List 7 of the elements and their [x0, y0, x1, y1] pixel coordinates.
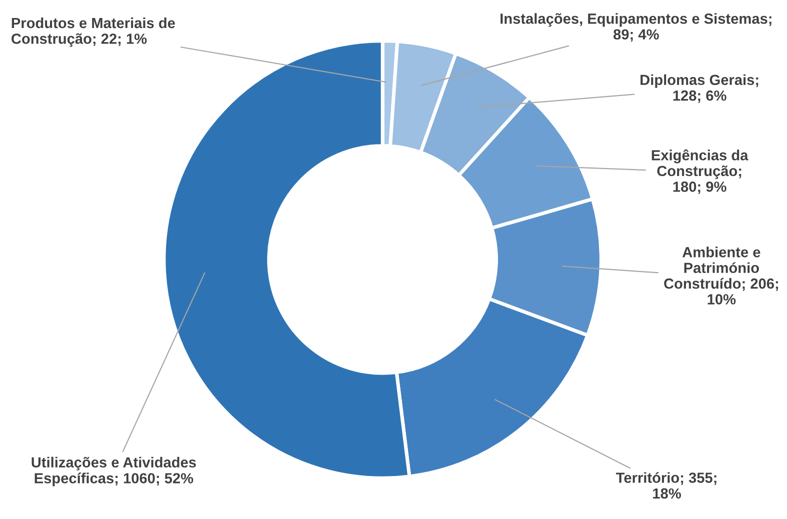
- slice-label: Exigências da Construção; 180; 9%: [652, 149, 748, 194]
- slice-label: Produtos e Materiais de Construção; 22; 1%: [12, 17, 175, 47]
- slice-label: Instalações, Equipamentos e Sistemas; 89; 4%: [500, 13, 772, 42]
- slice-label: Utilizações e Atividades Específicas; 1060; 52%: [32, 456, 196, 486]
- slice-label: Território; 355; 18%: [616, 472, 716, 499]
- slice-label: Diplomas Gerais; 128; 6%: [640, 74, 758, 103]
- slice-label: Ambiente e Património Construído; 206; 10%: [664, 246, 778, 304]
